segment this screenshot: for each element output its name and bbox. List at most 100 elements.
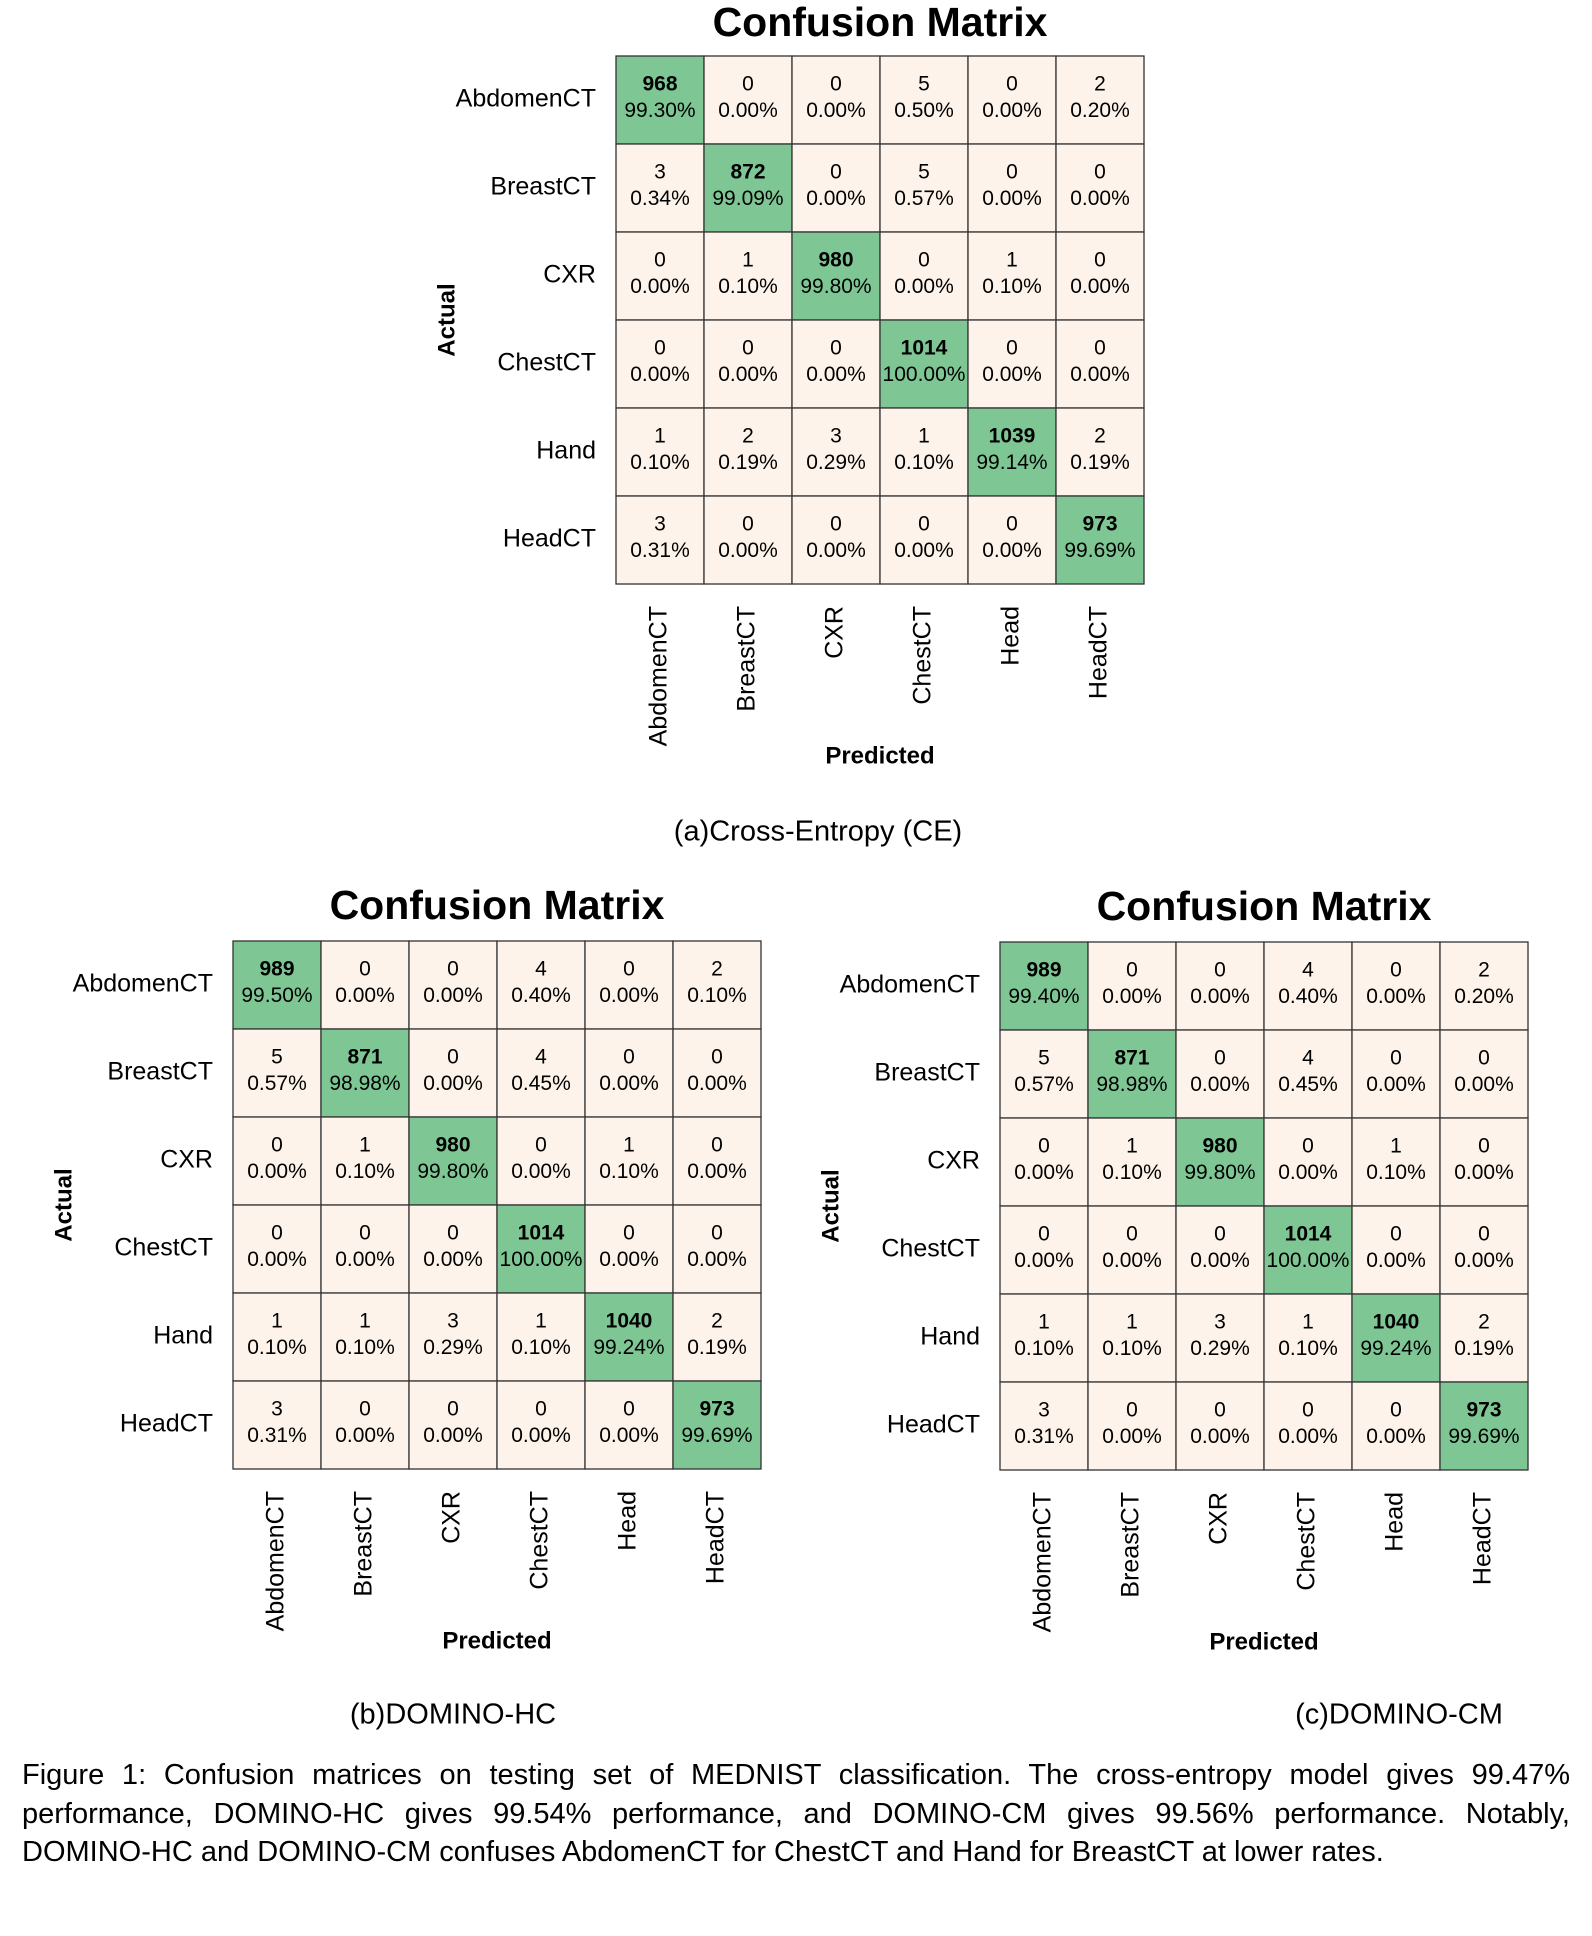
cell-percent: 0.00% (335, 1424, 395, 1447)
matrix-cell (999, 1117, 1089, 1207)
cell-percent: 0.31% (630, 539, 690, 562)
cell-count: 0 (711, 1046, 723, 1069)
y-tick-label: ChestCT (114, 1234, 213, 1262)
cell-count: 0 (830, 161, 842, 184)
cell-count: 0 (1478, 1135, 1490, 1158)
chart-title: Confusion Matrix (713, 0, 1048, 45)
cell-count: 2 (711, 958, 723, 981)
cell-percent: 0.20% (1070, 99, 1130, 122)
cell-percent: 0.00% (511, 1424, 571, 1447)
matrix-cell (967, 231, 1057, 321)
x-axis-label: Predicted (1209, 1628, 1318, 1655)
cell-count: 0 (711, 1134, 723, 1157)
cell-percent: 0.00% (1278, 1161, 1338, 1184)
y-tick-label: HeadCT (503, 525, 596, 553)
y-tick-label: BreastCT (874, 1059, 980, 1087)
matrix-cell (615, 495, 705, 585)
y-tick-label: CXR (927, 1147, 980, 1175)
cell-count: 1 (1126, 1135, 1138, 1158)
matrix-cell (1175, 1117, 1265, 1207)
x-tick-label: Head (997, 606, 1025, 666)
cell-count: 2 (1478, 959, 1490, 982)
matrix-cell (703, 55, 793, 145)
x-tick-label: CXR (438, 1491, 466, 1544)
cell-percent: 0.10% (335, 1160, 395, 1183)
cell-count: 3 (830, 425, 842, 448)
cell-percent: 0.00% (630, 363, 690, 386)
matrix-cell (879, 143, 969, 233)
matrix-cell (1263, 1293, 1353, 1383)
cell-count: 4 (535, 958, 547, 981)
cell-count: 2 (742, 425, 754, 448)
cell-percent: 0.10% (982, 275, 1042, 298)
cell-percent: 99.24% (593, 1336, 664, 1359)
cell-count: 1014 (1285, 1223, 1332, 1246)
cell-percent: 0.00% (1190, 1073, 1250, 1096)
cell-count: 0 (535, 1398, 547, 1421)
cell-count: 0 (359, 1398, 371, 1421)
matrix-cell (791, 55, 881, 145)
matrix-cell (967, 407, 1057, 497)
cell-count: 0 (711, 1222, 723, 1245)
matrix-cell (879, 231, 969, 321)
cell-percent: 99.80% (1184, 1161, 1255, 1184)
matrix-cell (1087, 941, 1177, 1031)
matrix-cell (1439, 1117, 1529, 1207)
x-tick-label: AbdomenCT (1029, 1492, 1057, 1632)
matrix-cell (320, 1116, 410, 1206)
cell-percent: 0.00% (511, 1160, 571, 1183)
cell-count: 973 (699, 1398, 734, 1421)
cell-percent: 0.00% (1014, 1249, 1074, 1272)
x-tick-label: CXR (821, 606, 849, 659)
cell-count: 0 (918, 513, 930, 536)
cell-percent: 0.57% (247, 1072, 307, 1095)
cell-count: 0 (271, 1134, 283, 1157)
cell-percent: 0.45% (1278, 1073, 1338, 1096)
matrix-cell (1055, 55, 1145, 145)
matrix-cell (1439, 1381, 1529, 1471)
cell-percent: 0.00% (687, 1072, 747, 1095)
cell-count: 3 (1214, 1311, 1226, 1334)
x-tick-label: AbdomenCT (262, 1491, 290, 1631)
cell-count: 0 (742, 73, 754, 96)
cell-percent: 0.00% (335, 984, 395, 1007)
matrix-cell (703, 231, 793, 321)
matrix-cell (496, 940, 586, 1030)
cell-percent: 0.00% (982, 187, 1042, 210)
cell-percent: 99.30% (624, 99, 695, 122)
cell-count: 0 (447, 1046, 459, 1069)
cell-count: 1 (271, 1310, 283, 1333)
y-tick-label: AbdomenCT (840, 971, 980, 999)
y-tick-label: Hand (153, 1322, 213, 1350)
cell-percent: 0.00% (718, 539, 778, 562)
matrix-cell (615, 55, 705, 145)
matrix-cell (584, 1204, 674, 1294)
y-tick-label: HeadCT (887, 1411, 980, 1439)
cell-percent: 0.40% (1278, 985, 1338, 1008)
cell-percent: 0.00% (1102, 1425, 1162, 1448)
cell-count: 0 (742, 337, 754, 360)
cell-count: 0 (1302, 1399, 1314, 1422)
cell-percent: 0.00% (982, 363, 1042, 386)
cell-count: 0 (1038, 1223, 1050, 1246)
matrix-cell (584, 1116, 674, 1206)
cell-count: 989 (1026, 959, 1061, 982)
cell-percent: 0.10% (687, 984, 747, 1007)
cell-count: 0 (1214, 1223, 1226, 1246)
matrix-cell (1439, 941, 1529, 1031)
cell-percent: 0.29% (806, 451, 866, 474)
cell-count: 980 (818, 249, 853, 272)
cell-count: 1 (359, 1134, 371, 1157)
cell-count: 1 (742, 249, 754, 272)
matrix-cell (1263, 941, 1353, 1031)
cell-percent: 0.00% (1102, 985, 1162, 1008)
y-tick-label: HeadCT (120, 1410, 213, 1438)
matrix-cell (1351, 1381, 1441, 1471)
cell-percent: 0.00% (687, 1248, 747, 1271)
matrix-cell (1055, 143, 1145, 233)
matrix-cell (999, 1205, 1089, 1295)
matrix-cell (672, 1028, 762, 1118)
cell-count: 0 (1390, 1399, 1402, 1422)
cell-percent: 0.00% (1278, 1425, 1338, 1448)
